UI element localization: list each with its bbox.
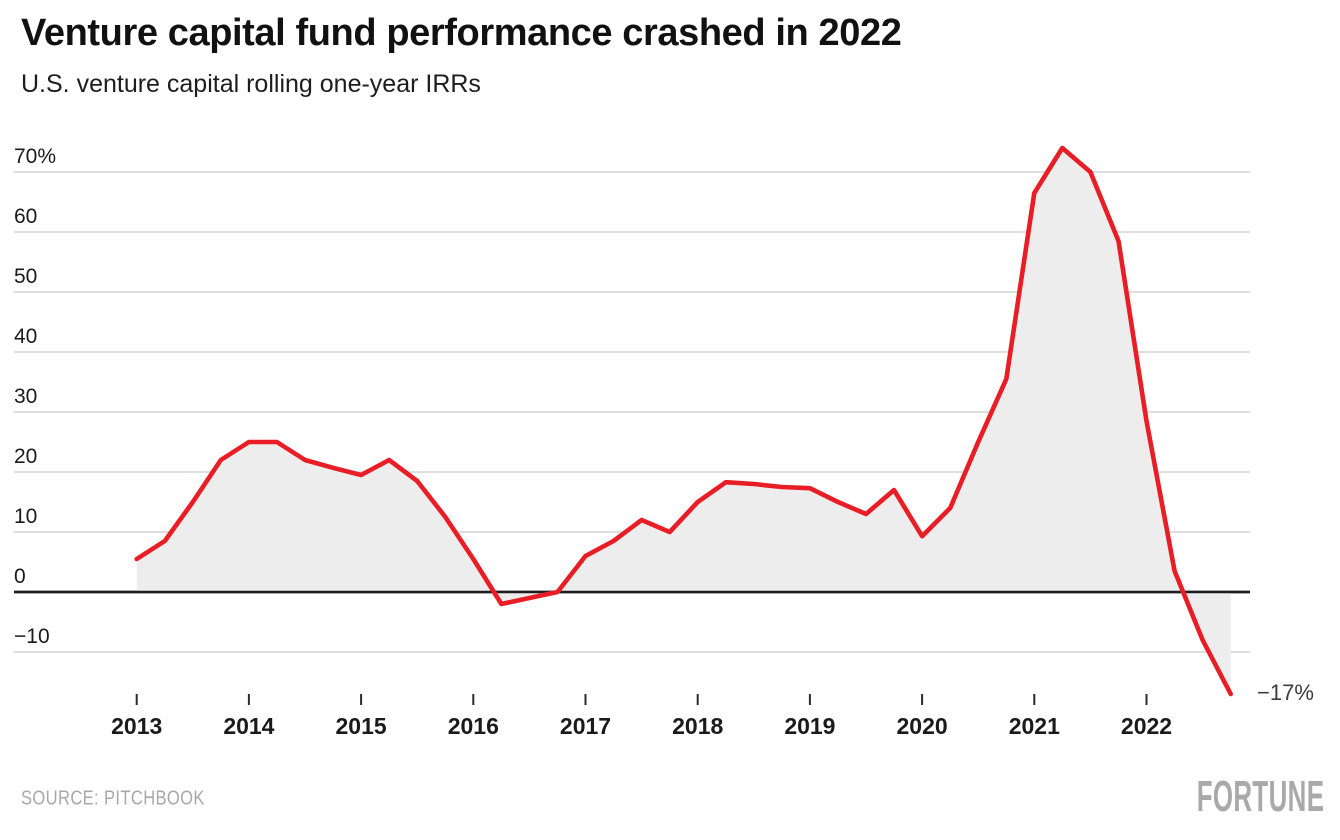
chart-subtitle: U.S. venture capital rolling one-year IR…: [21, 70, 481, 98]
irr-area-fill: [136, 148, 1231, 694]
y-tick-label: 50: [14, 265, 37, 288]
x-year-label: 2016: [448, 713, 499, 739]
y-tick-label: −10: [14, 625, 50, 648]
source-credit: SOURCE: PITCHBOOK: [21, 786, 205, 810]
irr-line: [134, 145, 1233, 697]
x-year-label: 2015: [336, 713, 387, 739]
x-year-label: 2017: [560, 713, 611, 739]
y-tick-label: 60: [14, 205, 37, 228]
y-tick-label: 20: [14, 445, 37, 468]
end-value-label: −17%: [1257, 680, 1314, 705]
y-tick-label: 30: [14, 385, 37, 408]
x-year-label: 2021: [1009, 713, 1060, 739]
fortune-logo: FORTUNE: [1196, 772, 1324, 821]
x-year-label: 2022: [1121, 713, 1172, 739]
y-tick-label: 0: [14, 565, 26, 588]
page-title: Venture capital fund performance crashed…: [21, 12, 902, 54]
x-year-label: 2018: [672, 713, 723, 739]
x-year-label: 2014: [223, 713, 274, 739]
y-tick-label: 40: [14, 325, 37, 348]
x-year-label: 2020: [897, 713, 948, 739]
x-year-label: 2019: [784, 713, 835, 739]
y-tick-label: 10: [14, 505, 37, 528]
y-tick-label: 70%: [14, 145, 56, 168]
x-year-label: 2013: [111, 713, 162, 739]
